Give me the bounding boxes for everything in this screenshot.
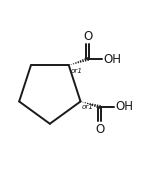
Text: O: O: [83, 30, 92, 43]
Text: OH: OH: [103, 53, 121, 66]
Text: O: O: [95, 123, 104, 136]
Text: OH: OH: [115, 100, 133, 113]
Text: or1: or1: [70, 68, 82, 74]
Text: or1: or1: [82, 104, 94, 110]
